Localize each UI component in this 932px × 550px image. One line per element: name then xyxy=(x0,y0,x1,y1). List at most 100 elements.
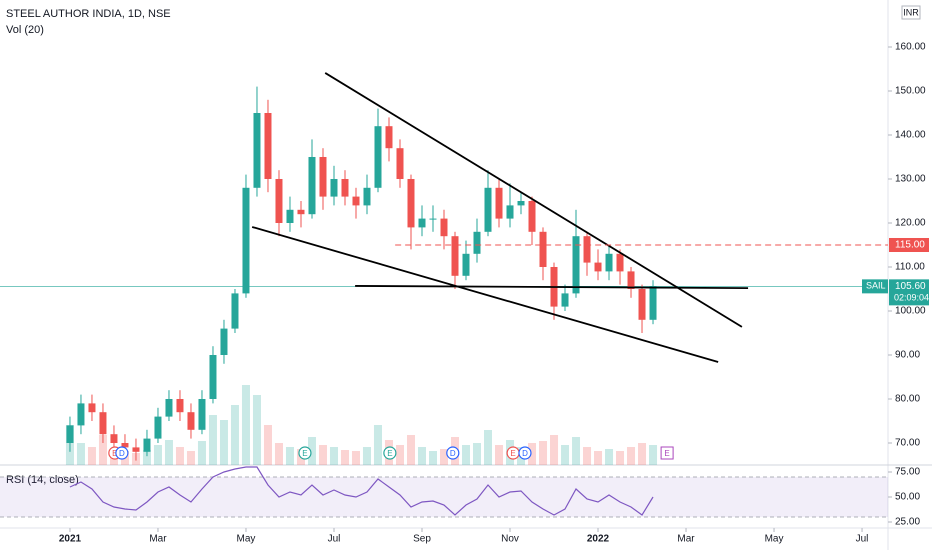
x-tick-label: Jul xyxy=(328,534,341,545)
candle-body xyxy=(363,187,371,206)
candle-body xyxy=(638,288,646,320)
candle-body xyxy=(341,178,349,197)
x-tick-label: May xyxy=(237,534,256,545)
volume-bar xyxy=(440,449,448,465)
candle-body xyxy=(649,286,657,320)
x-tick-label: Sep xyxy=(413,534,431,545)
volume-bar xyxy=(473,443,482,465)
y-tick-label: 110.00 xyxy=(895,262,925,273)
candle-body xyxy=(154,416,162,439)
volume-bar xyxy=(208,415,217,465)
candle-body xyxy=(528,200,536,232)
y-tick-label: 100.00 xyxy=(895,306,926,317)
event-label: E xyxy=(112,449,117,458)
trendline xyxy=(324,72,743,328)
volume-bar xyxy=(252,395,261,465)
volume-bar xyxy=(561,445,570,465)
last-price-box xyxy=(889,279,929,306)
volume-bar xyxy=(230,405,239,465)
event-marker xyxy=(518,446,532,460)
currency-box xyxy=(901,5,921,20)
rsi-tick-label: 50.00 xyxy=(895,492,920,503)
volume-bar xyxy=(318,445,327,465)
candle-body xyxy=(517,200,525,206)
candle-body xyxy=(462,253,470,276)
candle-body xyxy=(198,398,206,430)
volume-bar xyxy=(583,447,592,465)
candle-body xyxy=(297,209,305,215)
candle-body xyxy=(187,412,195,430)
rsi-tick-label: 25.00 xyxy=(895,517,920,528)
volume-bar xyxy=(87,447,96,465)
event-label: E xyxy=(302,449,307,458)
y-tick-label: 120.00 xyxy=(895,218,926,229)
candle-body xyxy=(561,293,569,307)
volume-bar xyxy=(142,450,151,465)
event-label: D xyxy=(119,449,125,458)
volume-bar xyxy=(219,420,228,465)
volume-bar xyxy=(241,385,250,465)
event-label: E xyxy=(387,449,392,458)
volume-bar xyxy=(373,425,382,465)
volume-bar xyxy=(550,435,559,465)
volume-bar xyxy=(197,441,206,465)
volume-bar xyxy=(627,447,636,465)
candle-body xyxy=(176,398,184,413)
volume-bar xyxy=(428,451,437,465)
volume-bar xyxy=(462,445,471,465)
y-tick-label: 80.00 xyxy=(895,394,920,405)
candle-body xyxy=(121,442,129,448)
candle-body xyxy=(209,354,217,399)
event-marker xyxy=(660,446,674,460)
volume-bar xyxy=(594,451,603,465)
candle-body xyxy=(605,253,613,272)
volume-bar xyxy=(572,437,581,465)
volume-bar xyxy=(362,447,371,465)
volume-bar xyxy=(98,435,107,465)
volume-bar xyxy=(186,451,195,465)
candle-body xyxy=(77,403,85,426)
volume-bar xyxy=(76,443,85,465)
candle-body xyxy=(66,425,74,443)
candle-body xyxy=(594,262,602,272)
candle-body xyxy=(627,271,635,289)
volume-bar xyxy=(340,450,349,465)
candle-body xyxy=(506,205,514,219)
volume-bar xyxy=(616,451,625,465)
symbol-label: SAIL xyxy=(866,281,886,291)
volume-bar xyxy=(285,447,294,465)
volume-bar xyxy=(307,437,316,465)
event-label: D xyxy=(522,449,528,458)
candle-body xyxy=(132,447,140,452)
rsi-band xyxy=(0,477,888,517)
volume-bar xyxy=(539,441,548,465)
x-tick-label: May xyxy=(765,534,784,545)
candle-body xyxy=(99,412,107,435)
event-marker xyxy=(115,446,129,460)
rsi-line xyxy=(69,466,654,516)
event-marker xyxy=(298,446,312,460)
candle-body xyxy=(583,236,591,263)
y-tick-label: 160.00 xyxy=(895,42,926,53)
volume-bar xyxy=(175,447,184,465)
candle-body xyxy=(429,218,437,220)
trendline xyxy=(355,285,749,290)
event-marker xyxy=(446,446,460,460)
x-tick-label: 2022 xyxy=(587,534,610,545)
x-tick-label: Mar xyxy=(149,534,167,545)
candle-body xyxy=(352,196,360,206)
candle-body xyxy=(484,187,492,232)
y-tick-label: 70.00 xyxy=(895,438,920,449)
x-tick-label: 2021 xyxy=(59,534,82,545)
candle-body xyxy=(572,236,580,294)
candle-body xyxy=(330,178,338,197)
candle-body xyxy=(242,187,250,294)
volume-bar xyxy=(528,443,537,465)
symbol-box xyxy=(862,279,888,294)
candle-body xyxy=(407,178,415,228)
volume-bar xyxy=(495,445,504,465)
y-tick-label: 140.00 xyxy=(895,130,926,141)
candle-body xyxy=(495,187,503,219)
chart-title: STEEL AUTHOR INDIA, 1D, NSE xyxy=(6,8,171,20)
candle-body xyxy=(616,253,624,272)
